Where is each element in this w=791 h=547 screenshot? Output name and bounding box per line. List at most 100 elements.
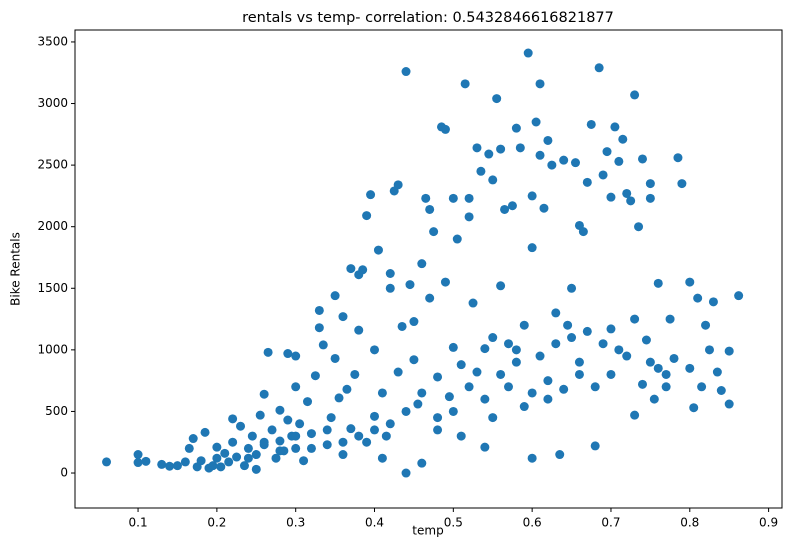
scatter-point bbox=[630, 410, 640, 420]
scatter-point bbox=[334, 393, 344, 403]
scatter-point bbox=[271, 453, 281, 463]
scatter-point bbox=[172, 461, 182, 471]
scatter-point bbox=[472, 367, 482, 377]
x-tick-label: 0.6 bbox=[523, 516, 542, 530]
scatter-point bbox=[535, 79, 545, 89]
scatter-point bbox=[693, 293, 703, 303]
x-tick-label: 0.3 bbox=[286, 516, 305, 530]
scatter-point bbox=[224, 457, 234, 467]
scatter-point bbox=[488, 175, 498, 185]
scatter-point bbox=[511, 345, 521, 355]
scatter-point bbox=[606, 369, 616, 379]
scatter-point bbox=[551, 339, 561, 349]
scatter-point bbox=[507, 201, 517, 211]
scatter-point bbox=[630, 314, 640, 324]
scatter-point bbox=[306, 429, 316, 439]
scatter-point bbox=[582, 326, 592, 336]
scatter-point bbox=[716, 386, 726, 396]
scatter-point bbox=[543, 135, 553, 145]
scatter-point bbox=[590, 441, 600, 451]
scatter-point bbox=[133, 458, 143, 468]
scatter-point bbox=[515, 143, 525, 153]
scatter-point bbox=[133, 450, 143, 460]
scatter-point bbox=[295, 419, 305, 429]
scatter-point bbox=[669, 353, 679, 363]
scatter-point bbox=[476, 166, 486, 176]
scatter-point bbox=[417, 458, 427, 468]
scatter-point bbox=[598, 339, 608, 349]
scatter-point bbox=[421, 193, 431, 203]
scatter-point bbox=[362, 211, 372, 221]
scatter-point bbox=[724, 346, 734, 356]
scatter-point bbox=[373, 245, 383, 255]
scatter-point bbox=[637, 154, 647, 164]
scatter-point bbox=[196, 456, 206, 466]
scatter-point bbox=[539, 203, 549, 213]
scatter-point bbox=[630, 90, 640, 100]
x-tick-label: 0.8 bbox=[680, 516, 699, 530]
scatter-point bbox=[535, 351, 545, 361]
scatter-point bbox=[330, 291, 340, 301]
scatter-point bbox=[535, 150, 545, 160]
scatter-point bbox=[697, 382, 707, 392]
scatter-point bbox=[440, 277, 450, 287]
y-tick-label: 3500 bbox=[37, 34, 68, 48]
scatter-point bbox=[299, 456, 309, 466]
scatter-point bbox=[523, 48, 533, 58]
scatter-point bbox=[212, 442, 222, 452]
scatter-point bbox=[701, 320, 711, 330]
scatter-point bbox=[531, 117, 541, 127]
scatter-point bbox=[370, 425, 380, 435]
scatter-point bbox=[590, 382, 600, 392]
scatter-point bbox=[468, 298, 478, 308]
scatter-point bbox=[220, 448, 230, 458]
scatter-point bbox=[448, 193, 458, 203]
scatter-point bbox=[275, 436, 285, 446]
x-tick-label: 0.2 bbox=[207, 516, 226, 530]
scatter-point bbox=[559, 155, 569, 165]
scatter-point bbox=[346, 264, 356, 274]
scatter-point bbox=[582, 177, 592, 187]
scatter-point bbox=[184, 443, 194, 453]
scatter-point bbox=[228, 414, 238, 424]
scatter-point bbox=[555, 450, 565, 460]
scatter-point bbox=[488, 333, 498, 343]
scatter-point bbox=[645, 193, 655, 203]
scatter-point bbox=[567, 333, 577, 343]
scatter-point bbox=[689, 403, 699, 413]
scatter-point bbox=[685, 363, 695, 373]
scatter-point bbox=[460, 79, 470, 89]
scatter-point bbox=[409, 317, 419, 327]
scatter-point bbox=[673, 153, 683, 163]
scatter-point bbox=[606, 324, 616, 334]
scatter-point bbox=[291, 431, 301, 441]
scatter-point bbox=[370, 345, 380, 355]
scatter-point bbox=[283, 415, 293, 425]
scatter-point bbox=[370, 411, 380, 421]
scatter-point bbox=[677, 179, 687, 189]
scatter-point bbox=[251, 464, 261, 474]
scatter-point bbox=[480, 442, 490, 452]
scatter-point bbox=[236, 421, 246, 431]
scatter-point bbox=[456, 431, 466, 441]
scatter-point bbox=[306, 443, 316, 453]
scatter-point bbox=[543, 376, 553, 386]
scatter-point bbox=[393, 180, 403, 190]
scatter-point bbox=[464, 193, 474, 203]
scatter-point bbox=[504, 339, 514, 349]
scatter-point bbox=[574, 369, 584, 379]
x-tick-label: 0.9 bbox=[759, 516, 778, 530]
scatter-point bbox=[626, 196, 636, 206]
scatter-point bbox=[381, 431, 391, 441]
scatter-point bbox=[141, 456, 151, 466]
scatter-point bbox=[574, 357, 584, 367]
scatter-point bbox=[354, 325, 364, 335]
y-tick-label: 1500 bbox=[37, 281, 68, 295]
scatter-point bbox=[283, 349, 293, 359]
scatter-point bbox=[496, 144, 506, 154]
scatter-point bbox=[734, 291, 744, 301]
scatter-point bbox=[559, 384, 569, 394]
scatter-point bbox=[350, 369, 360, 379]
scatter-point bbox=[409, 355, 419, 365]
scatter-point bbox=[338, 312, 348, 322]
